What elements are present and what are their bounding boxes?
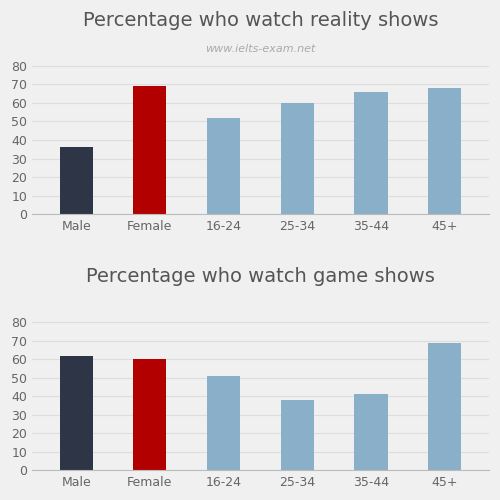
Bar [428, 88, 462, 214]
Bar [354, 394, 388, 470]
Title: Percentage who watch game shows: Percentage who watch game shows [86, 268, 435, 286]
Bar [134, 86, 166, 214]
Bar [280, 400, 314, 470]
Bar [60, 356, 93, 470]
Bar [280, 103, 314, 214]
Bar [428, 342, 462, 470]
Bar [207, 118, 240, 214]
Title: Percentage who watch reality shows: Percentage who watch reality shows [82, 11, 438, 30]
Bar [134, 359, 166, 470]
Bar [60, 148, 93, 214]
Bar [354, 92, 388, 214]
Text: www.ielts-exam.net: www.ielts-exam.net [205, 44, 316, 54]
Bar [207, 376, 240, 470]
